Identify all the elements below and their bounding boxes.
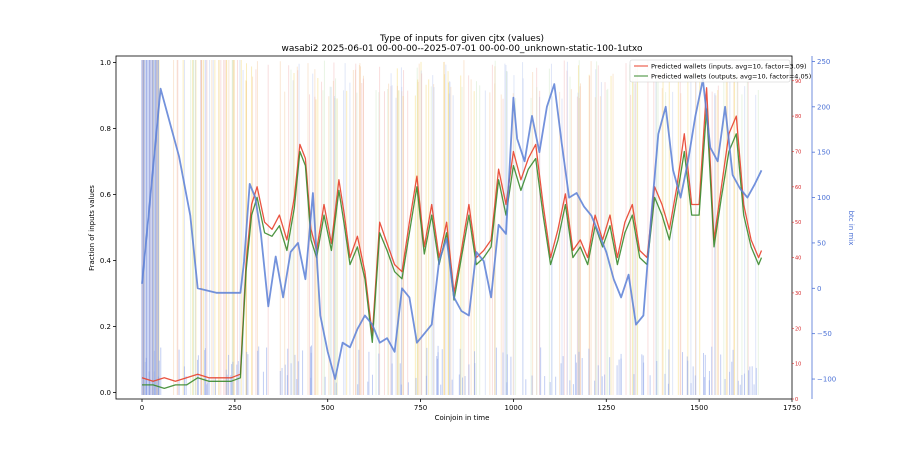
legend: Predicted wallets (inputs, avg=10, facto… [629,59,811,83]
y2-axis-label: btc in mix [847,211,855,246]
series-layer [141,78,763,390]
y-axis-left: 0.0 0.2 0.4 0.6 0.8 1.0 [100,59,116,397]
x-axis-label: Coinjoin in time [435,414,490,422]
y3-tick-label: 0 [795,397,798,403]
y3-tick-label: 20 [795,326,801,332]
y2-tick-label: 0 [817,285,821,293]
x-tick-label: 1500 [690,404,708,412]
legend-box [629,59,791,83]
y2-tick-label: 100 [817,194,830,202]
x-tick-label: 1250 [597,404,615,412]
x-tick-label: 750 [414,404,427,412]
y-tick-label: 0.2 [100,323,111,331]
title-group: Type of inputs for given cjtx (values) w… [282,34,643,54]
y2-tick-label: −100 [817,376,836,384]
legend-label-inputs: Predicted wallets (inputs, avg=10, facto… [651,63,807,71]
y2-tick-label: 50 [817,239,826,247]
y3-tick-label: 30 [795,291,801,297]
y-axis-right-inner: 0 10 20 30 40 50 60 70 80 90 [792,79,801,403]
x-tick-label: 250 [228,404,241,412]
y2-tick-label: 200 [817,103,830,111]
series-line-0 [141,87,763,382]
y3-tick-label: 40 [795,256,801,262]
y3-tick-label: 70 [795,149,801,155]
y3-tick-label: 50 [795,220,801,226]
y-tick-label: 0.6 [100,191,112,199]
y3-tick-label: 80 [795,114,801,120]
chart-title: Type of inputs for given cjtx (values) [379,34,544,44]
y2-tick-label: 250 [817,58,830,66]
y-tick-label: 0.0 [100,389,111,397]
y3-tick-label: 10 [795,362,801,368]
y-axis-label: Fraction of inputs values [88,185,96,271]
series-line-2 [141,78,763,380]
plot-frame [115,55,793,400]
y-tick-label: 0.4 [100,257,112,265]
y-tick-label: 0.8 [100,125,111,133]
series-line-1 [142,108,763,390]
x-tick-label: 1750 [783,404,801,412]
y-axis-right-outer: −100 −50 0 50 100 150 200 250 [811,56,836,399]
y2-tick-label: −50 [817,330,832,338]
x-tick-label: 1000 [505,404,523,412]
y3-tick-label: 60 [795,185,801,191]
x-axis: 0 250 500 750 1000 1250 1500 1750 [140,399,801,412]
y2-tick-label: 150 [817,149,830,157]
x-tick-label: 0 [140,404,144,412]
x-tick-label: 500 [321,404,334,412]
legend-label-outputs: Predicted wallets (outputs, avg=10, fact… [651,73,811,81]
y-tick-label: 1.0 [100,59,111,67]
chart-subtitle: wasabi2 2025-06-01 00-00-00--2025-07-01 … [282,44,643,54]
y3-tick-label: 90 [795,79,801,85]
